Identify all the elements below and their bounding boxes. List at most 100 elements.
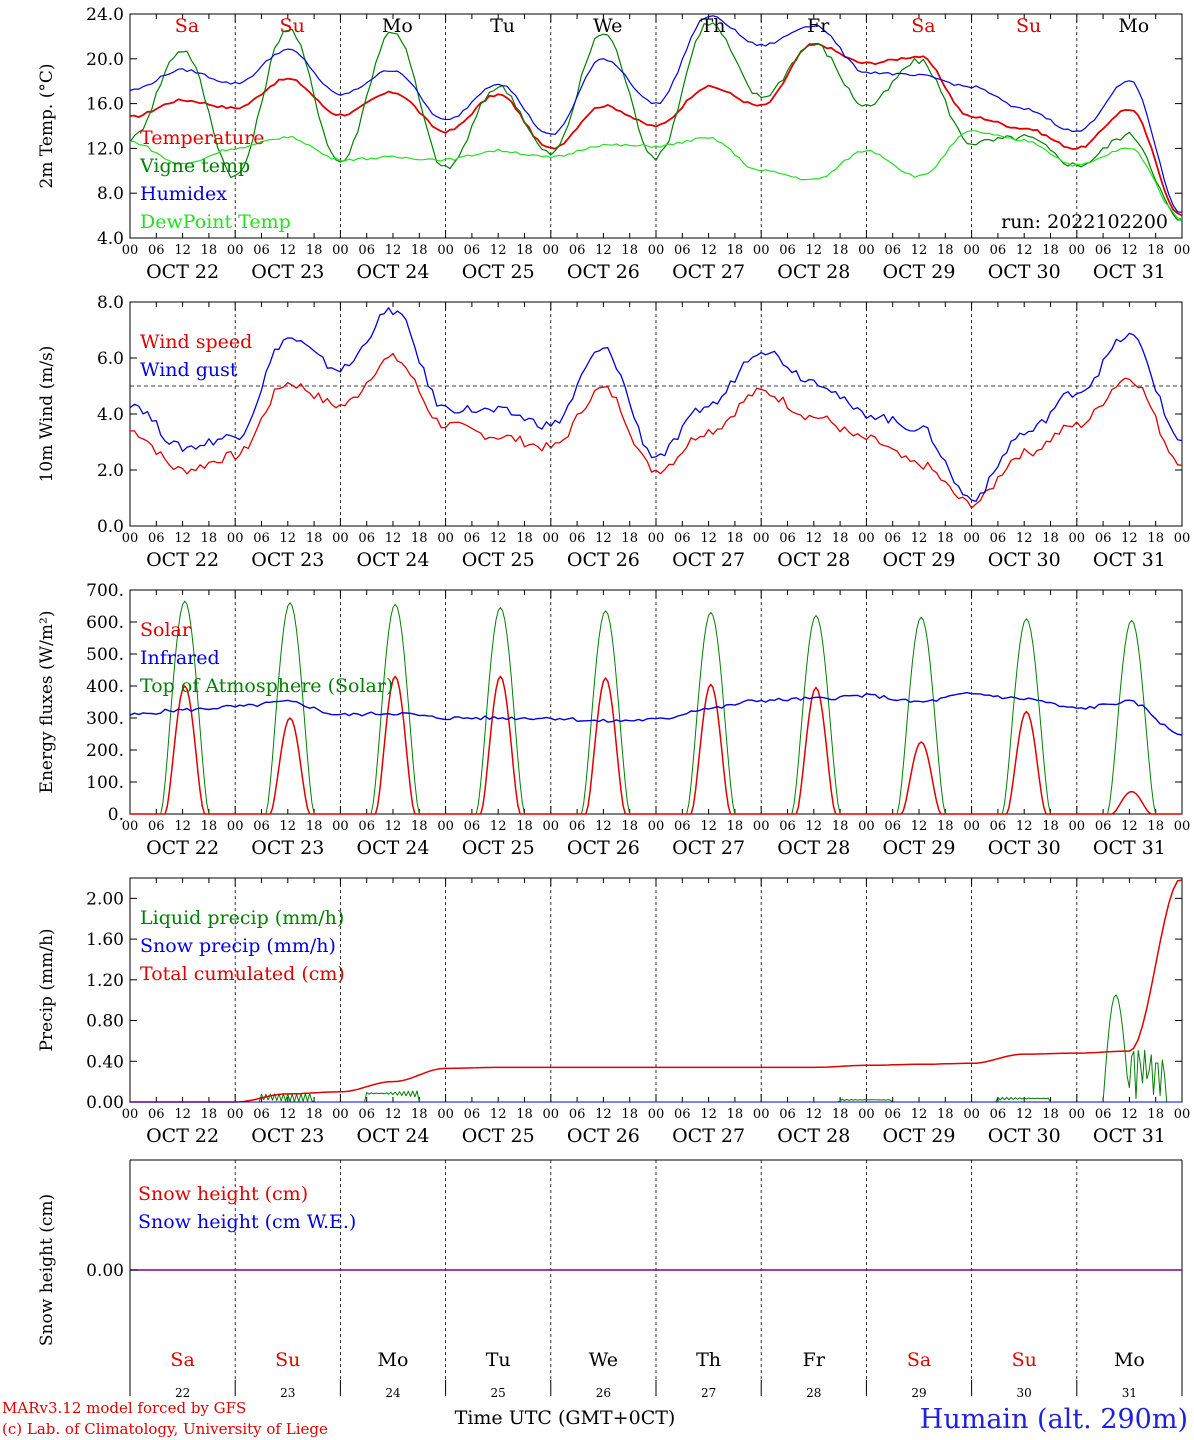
legend-entry-1-1: Vigne temp [139, 155, 250, 177]
hour-tick-label: 00 [122, 243, 139, 258]
y-tick-label: 600. [86, 613, 124, 633]
date-label: OCT 28 [777, 261, 850, 283]
y-tick-label: 0.40 [86, 1052, 124, 1072]
hour-tick-label: 06 [148, 243, 165, 258]
hour-tick-label: 12 [911, 1107, 928, 1122]
bottom-day-label: We [589, 1349, 618, 1371]
hour-tick-label: 18 [306, 819, 323, 834]
hour-tick-label: 06 [990, 819, 1007, 834]
day-label: Th [701, 15, 726, 37]
hour-tick-label: 00 [648, 1107, 665, 1122]
bottom-day-number: 31 [1122, 1386, 1137, 1400]
y-axis-label-2: 10m Wind (m/s) [37, 346, 57, 483]
y-axis-label-3: Energy fluxes (W/m²) [37, 611, 57, 794]
y-axis-label-5: Snow height (cm) [37, 1194, 57, 1346]
hour-tick-label: 06 [253, 531, 270, 546]
series-line-solar [130, 675, 1182, 815]
hour-tick-label: 06 [884, 243, 901, 258]
hour-tick-label: 06 [1095, 1107, 1112, 1122]
hour-tick-label: 00 [1069, 243, 1086, 258]
hour-tick-label: 18 [621, 1107, 638, 1122]
hour-tick-label: 06 [990, 243, 1007, 258]
y-tick-label: 0.0 [97, 517, 124, 537]
date-label: OCT 22 [146, 837, 219, 859]
hour-tick-label: 00 [227, 819, 244, 834]
y-tick-label: 2.00 [86, 889, 124, 909]
hour-tick-label: 06 [358, 531, 375, 546]
y-tick-label: 300. [86, 709, 124, 729]
hour-tick-label: 12 [174, 819, 191, 834]
y-tick-label: 8.0 [97, 184, 124, 204]
legend-entry-3-1: Infrared [140, 647, 220, 669]
hour-tick-label: 06 [674, 531, 691, 546]
hour-tick-label: 06 [464, 531, 481, 546]
series-line-total-cumulated [130, 879, 1183, 1103]
hour-tick-label: 12 [911, 531, 928, 546]
hour-tick-label: 06 [253, 1107, 270, 1122]
date-label: OCT 30 [988, 837, 1061, 859]
hour-tick-label: 06 [569, 819, 586, 834]
y-tick-label: 400. [86, 677, 124, 697]
date-label: OCT 31 [1093, 1125, 1166, 1147]
date-label: OCT 27 [672, 261, 745, 283]
day-label: Fr [807, 15, 830, 37]
hour-tick-label: 06 [990, 531, 1007, 546]
day-label: Tu [490, 15, 515, 37]
date-label: OCT 29 [882, 549, 955, 571]
date-label: OCT 23 [251, 1125, 324, 1147]
y-tick-label: 1.20 [86, 971, 124, 991]
hour-tick-label: 12 [700, 243, 717, 258]
hour-tick-label: 06 [358, 819, 375, 834]
hour-tick-label: 06 [884, 819, 901, 834]
hour-tick-label: 12 [280, 1107, 297, 1122]
hour-tick-label: 06 [1095, 531, 1112, 546]
hour-tick-label: 00 [227, 531, 244, 546]
hour-tick-label: 18 [1147, 1107, 1164, 1122]
hour-tick-label: 18 [1147, 819, 1164, 834]
date-label: OCT 26 [567, 549, 640, 571]
hour-tick-label: 18 [727, 243, 744, 258]
legend-entry-1-0: Temperature [140, 127, 264, 149]
date-label: OCT 25 [462, 549, 535, 571]
hour-tick-label: 00 [227, 1107, 244, 1122]
y-tick-label: 100. [86, 773, 124, 793]
bottom-day-number: 28 [806, 1386, 821, 1400]
legend-entry-1-3: DewPoint Temp [140, 211, 291, 233]
bottom-day-label: Mo [1114, 1349, 1145, 1371]
hour-tick-label: 18 [411, 243, 428, 258]
legend-entry-2-0: Wind speed [140, 331, 252, 353]
hour-tick-label: 18 [727, 531, 744, 546]
bottom-day-label: Tu [486, 1349, 511, 1371]
hour-tick-label: 00 [437, 243, 454, 258]
hour-tick-label: 00 [753, 243, 770, 258]
bottom-day-label: Su [275, 1349, 300, 1371]
date-label: OCT 26 [567, 837, 640, 859]
bottom-day-number: 26 [596, 1386, 611, 1400]
hour-tick-label: 06 [674, 819, 691, 834]
hour-tick-label: 06 [358, 243, 375, 258]
hour-tick-label: 00 [648, 531, 665, 546]
hour-tick-label: 18 [937, 1107, 954, 1122]
hour-tick-label: 00 [858, 819, 875, 834]
hour-tick-label: 12 [280, 819, 297, 834]
date-label: OCT 30 [988, 261, 1061, 283]
date-label: OCT 30 [988, 1125, 1061, 1147]
hour-tick-label: 18 [832, 819, 849, 834]
series-line-dewpoint-temp [129, 130, 1183, 220]
hour-tick-label: 18 [1042, 243, 1059, 258]
hour-tick-label: 06 [884, 531, 901, 546]
hour-tick-label: 00 [1069, 1107, 1086, 1122]
bottom-day-label: Sa [907, 1349, 931, 1371]
y-tick-label: 0.80 [86, 1012, 124, 1032]
hour-tick-label: 18 [306, 531, 323, 546]
hour-tick-label: 06 [148, 1107, 165, 1122]
hour-tick-label: 06 [779, 243, 796, 258]
legend-entry-4-2: Total cumulated (cm) [140, 963, 345, 985]
hour-tick-label: 00 [437, 819, 454, 834]
hour-tick-label: 06 [990, 1107, 1007, 1122]
date-label: OCT 24 [356, 549, 429, 571]
bottom-day-label: Mo [378, 1349, 409, 1371]
hour-tick-label: 00 [1069, 819, 1086, 834]
hour-tick-label: 06 [464, 1107, 481, 1122]
